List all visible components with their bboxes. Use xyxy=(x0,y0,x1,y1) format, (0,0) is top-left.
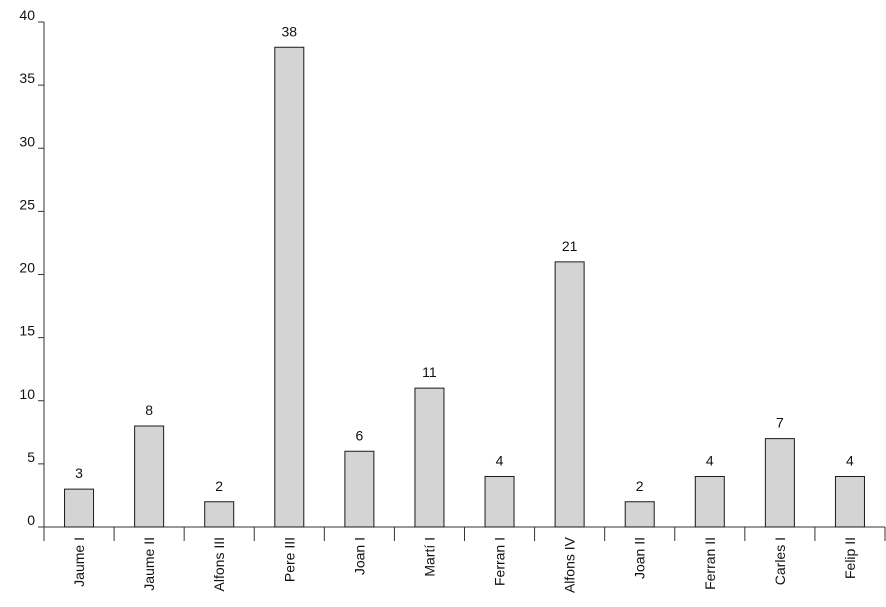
y-axis: 0 5 10 15 20 25 30 35 40 xyxy=(19,7,45,528)
category-label: Ferran I xyxy=(492,537,508,586)
bar xyxy=(764,438,795,528)
bar-value-label: 38 xyxy=(282,23,298,39)
y-tick-label: 25 xyxy=(19,196,35,212)
bar xyxy=(204,501,235,528)
bar-value-label: 21 xyxy=(562,238,578,254)
category-label: Alfons III xyxy=(211,537,227,591)
bar-value-label: 2 xyxy=(215,478,223,494)
category-labels: Jaume I Jaume II Alfons III Pere III Joan I M… xyxy=(71,536,858,593)
y-tick-label: 35 xyxy=(19,70,35,86)
y-tick-label: 40 xyxy=(19,7,35,23)
bar-value-label: 6 xyxy=(355,427,363,443)
bar-value-label: 4 xyxy=(706,453,714,469)
bar xyxy=(344,450,375,528)
category-label: Martí I xyxy=(421,537,437,577)
bar xyxy=(554,261,585,528)
category-label: Jaume II xyxy=(141,537,157,591)
bar-value-label: 4 xyxy=(846,453,854,469)
bar-value-label: 8 xyxy=(145,402,153,418)
y-tick-label: 5 xyxy=(27,449,35,465)
category-label: Joan II xyxy=(632,537,648,579)
y-tick-label: 30 xyxy=(19,133,35,149)
bar-value-label: 3 xyxy=(75,465,83,481)
bar-value-label: 7 xyxy=(776,415,784,431)
bar xyxy=(134,425,165,528)
bar xyxy=(64,488,95,528)
bar-value-label: 11 xyxy=(422,364,437,380)
category-label: Alfons IV xyxy=(562,536,578,593)
x-axis xyxy=(43,526,886,541)
bars xyxy=(64,46,865,528)
category-label: Joan I xyxy=(351,537,367,575)
bar xyxy=(834,476,865,528)
category-label: Ferran II xyxy=(702,537,718,590)
bar xyxy=(484,476,515,528)
category-label: Jaume I xyxy=(71,537,87,587)
category-label: Pere III xyxy=(281,537,297,582)
bar-value-label: 4 xyxy=(496,453,504,469)
category-label: Carles I xyxy=(772,537,788,585)
category-label: Felip II xyxy=(842,537,858,579)
y-tick-label: 15 xyxy=(19,323,35,339)
bar xyxy=(274,46,305,528)
bar xyxy=(414,387,445,528)
bar-value-label: 2 xyxy=(636,478,644,494)
bar xyxy=(624,501,655,528)
y-tick-label: 10 xyxy=(19,386,35,402)
y-tick-label: 0 xyxy=(27,512,35,528)
y-tick-label: 20 xyxy=(19,260,35,276)
bar xyxy=(694,476,725,528)
